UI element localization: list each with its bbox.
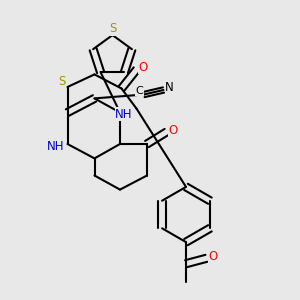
Text: NH: NH (115, 107, 133, 121)
Text: S: S (58, 75, 66, 88)
Text: O: O (208, 250, 217, 263)
Text: O: O (139, 61, 148, 74)
Text: O: O (169, 124, 178, 137)
Text: C: C (136, 85, 143, 96)
Text: N: N (165, 81, 174, 94)
Text: S: S (109, 22, 116, 35)
Text: NH: NH (47, 140, 65, 153)
